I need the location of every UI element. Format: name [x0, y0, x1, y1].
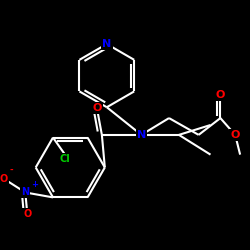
- Text: N: N: [21, 188, 29, 198]
- Text: Cl: Cl: [60, 154, 70, 164]
- Text: O: O: [230, 130, 240, 140]
- Text: O: O: [216, 90, 225, 100]
- Text: -: -: [10, 166, 13, 175]
- Text: +: +: [31, 180, 38, 189]
- Text: N: N: [137, 130, 146, 140]
- Text: O: O: [0, 174, 8, 184]
- Text: N: N: [102, 39, 112, 49]
- Text: O: O: [23, 209, 32, 219]
- Text: O: O: [92, 103, 102, 113]
